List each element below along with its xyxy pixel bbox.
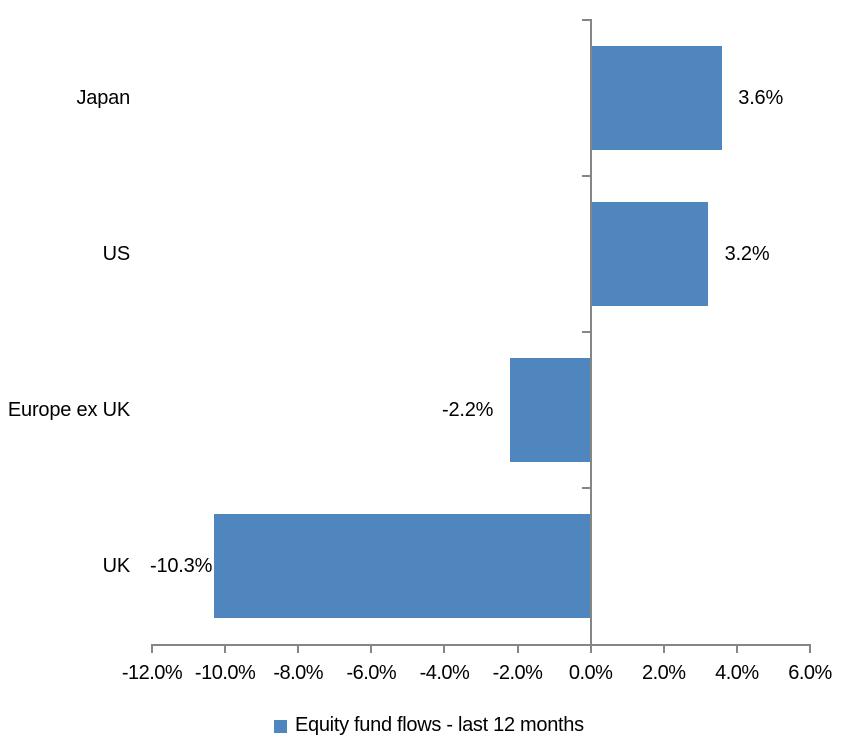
legend-label: Equity fund flows - last 12 months xyxy=(295,714,584,736)
bar xyxy=(590,202,708,306)
category-boundary-tick xyxy=(581,19,591,21)
legend: Equity fund flows - last 12 months xyxy=(274,714,584,737)
bar xyxy=(510,358,591,462)
bar-data-label: -10.3% xyxy=(149,554,213,577)
x-axis-tick-label: -12.0% xyxy=(121,662,183,684)
bar xyxy=(590,46,723,150)
category-boundary-tick xyxy=(581,331,591,333)
x-axis-tick xyxy=(370,644,373,653)
x-axis-tick-label: 0.0% xyxy=(568,662,613,684)
x-axis-tick xyxy=(297,644,300,653)
category-boundary-tick xyxy=(581,175,591,177)
x-axis-tick-label: -2.0% xyxy=(492,662,543,684)
bar-data-label: 3.6% xyxy=(738,86,784,109)
legend-swatch-icon xyxy=(274,720,287,733)
zero-axis-line xyxy=(589,19,592,653)
x-axis-tick-label: 2.0% xyxy=(641,662,686,684)
x-axis-tick-label: -10.0% xyxy=(194,662,256,684)
x-axis-tick xyxy=(809,644,811,653)
x-axis-tick xyxy=(516,644,519,653)
category-boundary-tick xyxy=(581,487,591,489)
x-axis-tick-label: 4.0% xyxy=(715,662,759,684)
x-axis-tick-label: -6.0% xyxy=(346,662,397,684)
x-axis-line xyxy=(151,644,811,646)
x-axis-tick xyxy=(443,644,446,653)
x-axis-tick xyxy=(151,644,153,653)
category-label: Japan xyxy=(76,86,131,109)
x-axis-tick xyxy=(589,644,592,653)
x-axis-tick-label: -8.0% xyxy=(273,662,324,684)
x-axis-tick-label: 6.0% xyxy=(788,662,832,684)
x-axis-tick xyxy=(735,644,738,653)
category-label: UK xyxy=(102,554,131,577)
bar xyxy=(214,514,591,618)
category-label: US xyxy=(102,242,131,265)
category-label: Europe ex UK xyxy=(7,398,130,421)
x-axis-tick xyxy=(662,644,665,653)
bar-data-label: -2.2% xyxy=(442,398,494,421)
x-axis-tick xyxy=(224,644,227,653)
bar-data-label: 3.2% xyxy=(724,242,770,265)
x-axis-tick-label: -4.0% xyxy=(419,662,470,684)
